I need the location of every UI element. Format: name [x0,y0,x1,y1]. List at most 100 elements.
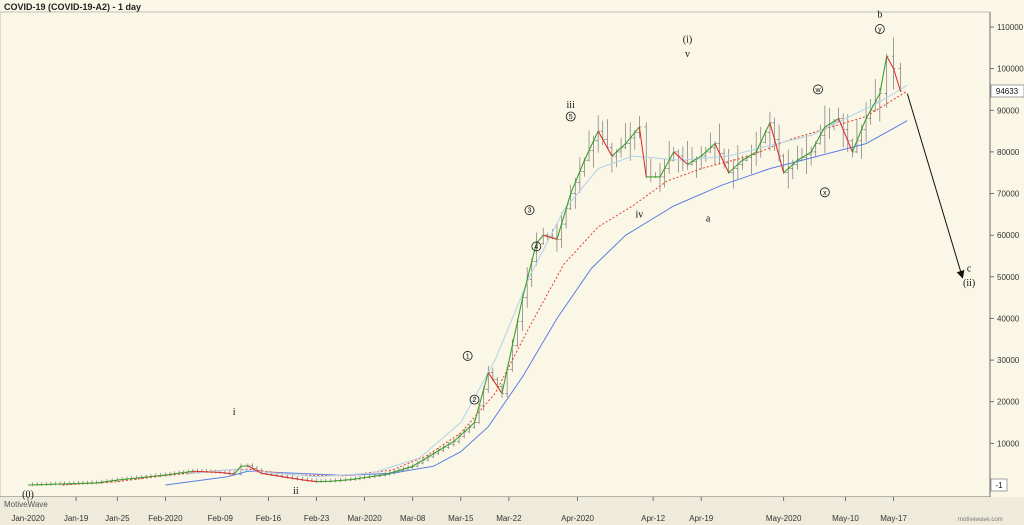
trend-up-segment [350,476,365,481]
wave-label: (ii) [963,278,975,289]
wave-label-circle [565,111,576,122]
wave-label-circle [531,241,542,252]
trend-up-segment [700,143,716,157]
trend-up-segment [27,482,97,486]
projection-arrow [906,93,965,279]
watermark-left: MotiveWave [4,500,48,509]
trend-down-segment [893,68,901,92]
wave-label: w [814,87,821,94]
trend-up-segment [233,465,242,475]
y-tick-label: 20000 [997,398,1020,407]
y-tick-label: 110000 [997,23,1024,32]
trend-down-segment [714,143,730,173]
trend-up-segment [659,151,675,178]
wave-label: a [706,214,711,225]
wave-label-circle [469,394,480,405]
zero-level-box [990,478,1008,492]
trend-down-segment [302,479,317,483]
x-tick-label: May-10 [832,514,859,523]
x-tick-label: Apr-12 [641,514,666,523]
trend-up-segment [501,297,524,394]
wave-label-circle [874,24,885,34]
wave-label: (0) [22,490,34,501]
wave-label: v [685,49,690,60]
ma-lightblue-line [185,84,908,478]
wave-label: 2 [473,397,477,404]
trend-up-segment [742,151,757,161]
wave-label: (i) [683,34,692,45]
trend-up-segment [473,372,489,423]
zero-level-label: -1 [995,481,1003,490]
trend-up-segment [611,143,627,157]
trend-down-segment [838,118,853,153]
wave-label: 1 [466,353,470,360]
wave-label: y [878,27,882,34]
x-tick-label: Mar-2020 [347,514,382,523]
trend-up-segment [570,160,585,194]
trend-up-segment [865,93,881,119]
y-tick-label: 50000 [997,273,1020,282]
wave-label: ii [293,486,299,497]
watermark-right: motivewave.com [958,517,1003,523]
trend-down-segment [769,122,785,173]
trend-up-segment [783,159,798,174]
x-tick-label: Jan-25 [105,514,130,523]
trend-up-segment [687,155,702,165]
trend-up-segment [810,126,826,153]
trend-down-segment [247,465,262,474]
trend-down-segment [886,55,895,69]
plot-frame [0,11,991,498]
x-tick-label: Feb-23 [304,514,330,523]
x-tick-label: Mar-22 [496,514,522,523]
trend-down-segment [192,470,221,474]
trend-down-segment [597,130,613,157]
wave-label: 5 [569,114,573,121]
price-bars [30,37,903,487]
ma-blue-line [165,120,908,486]
y-tick-label: 100000 [997,65,1024,74]
wave-label: 3 [528,208,532,215]
trend-up-segment [453,422,475,442]
wave-label: b [877,10,882,21]
trend-up-segment [851,118,867,153]
trend-up-segment [797,151,812,161]
trend-down-segment [487,372,503,394]
last-price-label: 94633 [996,87,1019,96]
trend-down-segment [673,151,688,165]
wave-label-circle [819,187,830,198]
trend-down-segment [543,234,558,240]
wave-label-circle [462,351,473,361]
x-tick-label: Apr-2020 [561,514,594,523]
trend-up-segment [385,465,413,476]
wave-label: iii [567,100,576,111]
trend-up-segment [117,474,166,481]
trend-up-segment [583,130,599,161]
trend-down-segment [638,126,647,177]
x-tick-label: Jan-19 [64,514,89,523]
trend-up-segment [879,56,888,94]
y-tick-label: 90000 [997,106,1020,115]
x-tick-label: Apr-19 [689,514,714,523]
y-tick-label: 60000 [997,231,1020,240]
x-tick-label: Feb-16 [256,514,282,523]
wave-label-circle [813,84,823,95]
wave-label: i [233,407,236,418]
ma-red-dashed-line [62,90,908,486]
trend-down-segment [282,476,303,481]
wave-label: c [967,263,972,274]
x-tick-label: May-2020 [766,514,802,523]
trend-down-segment [220,471,235,475]
trend-up-segment [330,479,351,482]
wave-label: iv [636,209,644,220]
x-axis-band [0,497,1024,525]
trend-down-segment [261,472,283,478]
chart-title: COVID-19 (COVID-19-A2) - 1 day [4,2,142,12]
trend-up-segment [433,440,455,455]
trend-up-segment [755,122,771,153]
x-tick-label: Jan-2020 [11,514,45,523]
trend-up-segment [364,474,386,479]
trend-up-segment [824,118,839,128]
wave-label-circle [524,205,535,216]
y-tick-label: 10000 [997,439,1020,448]
